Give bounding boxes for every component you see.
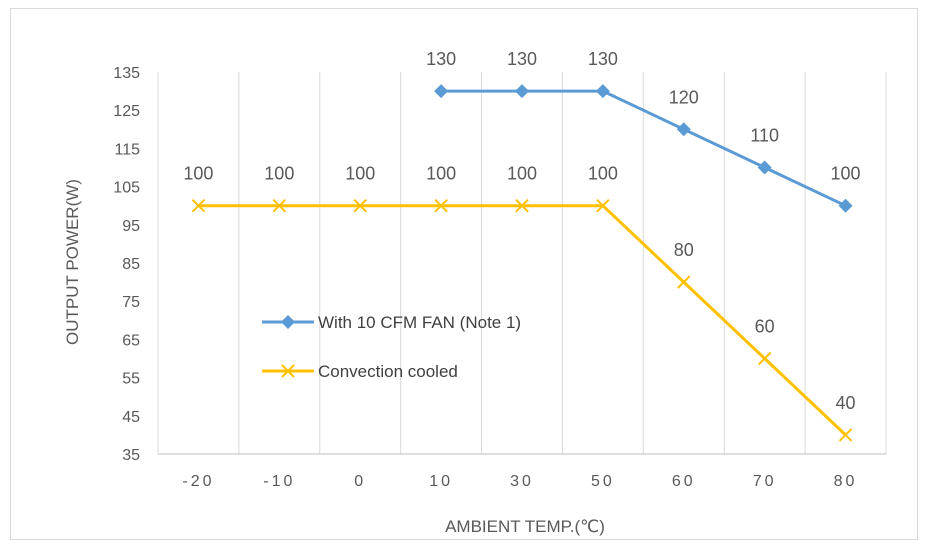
series-1: 130 130 130 120 110 100 — [426, 49, 861, 213]
x-tick-label: 10 — [429, 473, 453, 490]
legend-label: Convection cooled — [318, 362, 458, 381]
data-point-marker — [191, 198, 206, 213]
data-point-marker — [677, 275, 691, 289]
x-tick-label: -20 — [182, 473, 214, 490]
x-tick-label: -10 — [263, 473, 295, 490]
data-label: 100 — [507, 164, 537, 184]
y-tick-label: 85 — [122, 256, 140, 273]
data-label: 100 — [426, 164, 456, 184]
data-point-marker — [676, 122, 691, 137]
y-axis-title: OUTPUT POWER(W) — [63, 179, 82, 345]
series-line — [198, 204, 847, 436]
data-point-marker — [596, 198, 610, 213]
y-tick-label: 45 — [122, 409, 140, 426]
grid-lines — [157, 72, 887, 454]
data-label: 120 — [669, 87, 699, 107]
x-tick-label: 0 — [354, 473, 366, 490]
y-tick-label: 55 — [122, 371, 140, 388]
legend-label: With 10 CFM FAN (Note 1) — [318, 313, 521, 332]
data-label: 130 — [426, 49, 456, 69]
y-axis-ticks: 35 45 55 65 75 85 95 105 115 125 135 — [113, 65, 140, 464]
data-point-marker — [434, 198, 448, 213]
data-point-marker — [757, 351, 772, 366]
data-label: 130 — [588, 49, 618, 69]
x-tick-label: 50 — [591, 473, 615, 490]
legend: With 10 CFM FAN (Note 1) Convection coole… — [262, 313, 521, 381]
series-layer: 130 130 130 120 110 100 100 100 100 100 100 100 80 60… — [183, 49, 861, 442]
y-tick-label: 65 — [122, 332, 140, 349]
data-label: 100 — [831, 164, 861, 184]
x-axis-title: AMBIENT TEMP.(℃) — [445, 517, 605, 536]
data-point-marker — [434, 84, 449, 99]
x-tick-label: 70 — [753, 473, 777, 490]
data-label: 60 — [755, 317, 775, 337]
data-label: 100 — [183, 164, 213, 184]
data-label: 110 — [750, 126, 779, 146]
data-point-marker — [281, 364, 295, 378]
x-axis-ticks: -20 -10 0 10 30 50 60 70 80 — [182, 473, 858, 490]
y-tick-label: 125 — [113, 103, 140, 120]
data-point-marker — [515, 84, 529, 99]
series-line — [441, 89, 847, 208]
data-label: 100 — [588, 164, 618, 184]
y-tick-label: 105 — [113, 180, 140, 197]
data-point-marker — [838, 198, 853, 213]
y-tick-label: 75 — [122, 294, 140, 311]
data-label: 40 — [836, 393, 856, 413]
y-tick-label: 115 — [114, 141, 140, 158]
series-2: 100 100 100 100 100 100 80 60 40 — [183, 164, 856, 442]
data-point-marker — [272, 198, 287, 213]
data-label: 100 — [345, 164, 375, 184]
data-label: 80 — [674, 240, 694, 260]
legend-item: Convection cooled — [262, 362, 458, 381]
data-label: 100 — [264, 164, 294, 184]
y-tick-label: 135 — [113, 65, 140, 82]
data-point-marker — [353, 198, 367, 213]
y-tick-label: 95 — [122, 218, 140, 235]
x-tick-label: 60 — [672, 473, 696, 490]
data-point-marker — [838, 428, 853, 442]
x-tick-label: 30 — [510, 473, 534, 490]
data-point-marker — [757, 160, 772, 175]
data-label: 130 — [507, 49, 537, 69]
chart-frame — [10, 8, 918, 540]
x-tick-label: 80 — [834, 473, 858, 490]
data-point-marker — [595, 84, 610, 99]
y-tick-label: 35 — [122, 447, 140, 464]
data-point-marker — [281, 315, 295, 329]
legend-item: With 10 CFM FAN (Note 1) — [262, 313, 521, 332]
data-point-marker — [515, 198, 529, 213]
